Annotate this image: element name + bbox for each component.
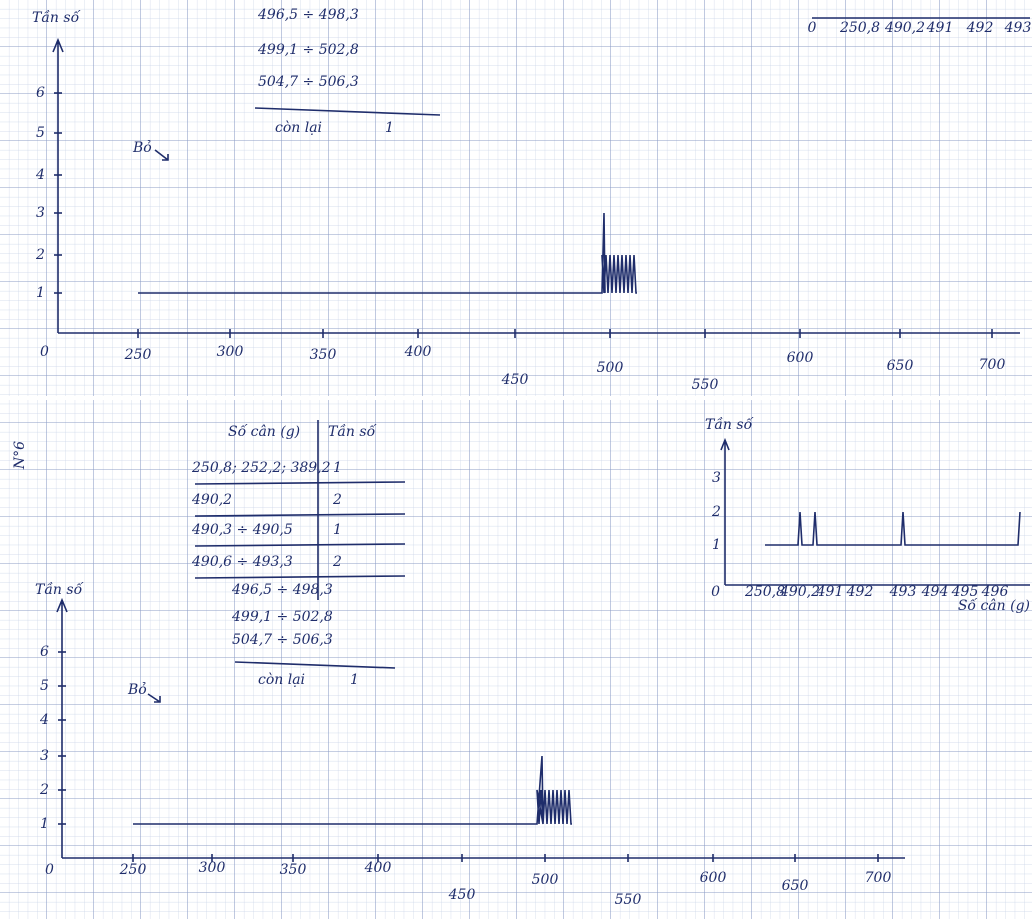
table-cell: 1: [333, 522, 342, 538]
table-cell: 250,8; 252,2; 389,2: [191, 460, 331, 476]
inset-y-tick-label: 2: [711, 504, 721, 520]
x-tick-label: 650: [887, 358, 914, 374]
table-header: Tần số: [328, 423, 377, 440]
table-header: Số cân (g): [228, 423, 300, 440]
table-rule: [254, 107, 441, 116]
note-arrow: [147, 693, 161, 703]
inset-x-tick-label: 495: [951, 584, 979, 600]
y-axis: [56, 597, 68, 858]
inset-x-tick-label: 493: [1004, 20, 1032, 36]
y-tick-label: 4: [39, 712, 49, 728]
table-rule: [194, 575, 406, 579]
table-cell: 490,3 ÷ 490,5: [191, 522, 293, 538]
x-tick-label: 650: [782, 878, 809, 894]
inset-x-tick-label: 490,2: [884, 20, 925, 36]
remainder-label: còn lại: [258, 672, 305, 688]
table-cell: 490,6 ÷ 493,3: [191, 554, 293, 570]
inset-x-tick-label: 493: [889, 584, 917, 600]
table-row: 504,7 ÷ 506,3: [258, 74, 359, 90]
inset-x-tick-label: 491: [816, 584, 844, 600]
inset-x-tick-label: 492: [966, 20, 994, 36]
origin-label: 0: [45, 862, 54, 878]
table-rule: [194, 481, 406, 485]
x-tick-label: 700: [865, 870, 892, 886]
note: Bỏ: [132, 139, 152, 156]
y-tick-label: 4: [35, 167, 45, 183]
inset-x-tick-label: 0: [808, 20, 817, 36]
x-tick-label: 250: [119, 862, 147, 878]
inset-x-tick-label: 491: [926, 20, 954, 36]
x-tick-label: 300: [217, 344, 244, 360]
x-tick-label: 500: [597, 360, 624, 376]
x-tick-label: 550: [615, 892, 642, 908]
table-row: 499,1 ÷ 502,8: [257, 42, 359, 58]
y-tick-label: 3: [40, 748, 49, 764]
x-tick-label: 450: [448, 887, 476, 903]
table-cell: 2: [332, 492, 342, 508]
inset-x-tick-label: 494: [921, 584, 949, 600]
inset-frequency-line: [765, 511, 1021, 546]
y-tick-label: 6: [40, 644, 49, 660]
x-tick-label: 550: [692, 377, 719, 393]
y-axis-label: Tần số: [35, 581, 84, 598]
table-cell: 1: [333, 460, 342, 476]
note-arrow: [154, 149, 169, 161]
x-tick-label: 700: [979, 357, 1006, 373]
x-tick-label: 600: [787, 350, 814, 366]
remainder-label: còn lại: [275, 120, 322, 136]
x-tick-label: 600: [700, 870, 727, 886]
inset-y-axis: [720, 437, 730, 585]
inset-y-tick-label: 1: [712, 537, 721, 553]
inset-x-tick-label: 250,8: [744, 584, 785, 600]
y-tick-label: 5: [40, 678, 49, 694]
table-cell: 2: [332, 554, 342, 570]
top-grid-paper: [0, 0, 1032, 397]
frequency-line: [138, 212, 637, 294]
page-number: N°6: [12, 441, 28, 470]
inset-x-tick-label: 490,2: [779, 584, 820, 600]
table-row: 496,5 ÷ 498,3: [257, 7, 359, 23]
x-tick-label: 400: [364, 860, 392, 876]
x-tick-label: 350: [280, 862, 307, 878]
note: Bỏ: [127, 681, 147, 698]
table-cell: 490,2: [191, 492, 232, 508]
inset-y-axis-label: Tần số: [705, 416, 754, 433]
inset-x-tick-label: 496: [981, 584, 1009, 600]
frequency-line: [133, 755, 572, 825]
inset-y-tick-label: 3: [712, 470, 721, 486]
x-tick-label: 500: [532, 872, 559, 888]
x-tick-label: 350: [310, 347, 337, 363]
y-tick-label: 1: [40, 816, 49, 832]
remainder-count: 1: [350, 672, 359, 688]
inset-x-tick-label: 250,8: [839, 20, 880, 36]
inset-x-tick-label: 492: [846, 584, 874, 600]
inset-x-axis-label: Số cân (g): [958, 597, 1030, 614]
x-tick-label: 400: [404, 344, 432, 360]
y-tick-label: 2: [35, 247, 45, 263]
x-tick-label: 250: [124, 347, 152, 363]
table-rule: [234, 661, 396, 669]
x-tick-label: 300: [199, 860, 226, 876]
inset-origin: 0: [711, 584, 720, 600]
table-cell: 496,5 ÷ 498,3: [231, 582, 333, 598]
bottom-grid-paper: [0, 400, 1032, 919]
y-tick-label: 1: [36, 285, 45, 301]
y-tick-label: 6: [36, 85, 45, 101]
table-rule: [194, 513, 406, 517]
table-cell: 504,7 ÷ 506,3: [232, 632, 333, 648]
y-axis: [52, 37, 64, 333]
remainder-count: 1: [385, 120, 394, 136]
x-tick-label: 450: [501, 372, 529, 388]
y-axis-label: Tần số: [32, 9, 81, 26]
origin-label: 0: [40, 344, 49, 360]
y-tick-label: 5: [36, 125, 45, 141]
y-tick-label: 2: [39, 782, 49, 798]
y-tick-label: 3: [36, 205, 45, 221]
table-rule: [194, 543, 406, 547]
table-cell: 499,1 ÷ 502,8: [231, 609, 333, 625]
